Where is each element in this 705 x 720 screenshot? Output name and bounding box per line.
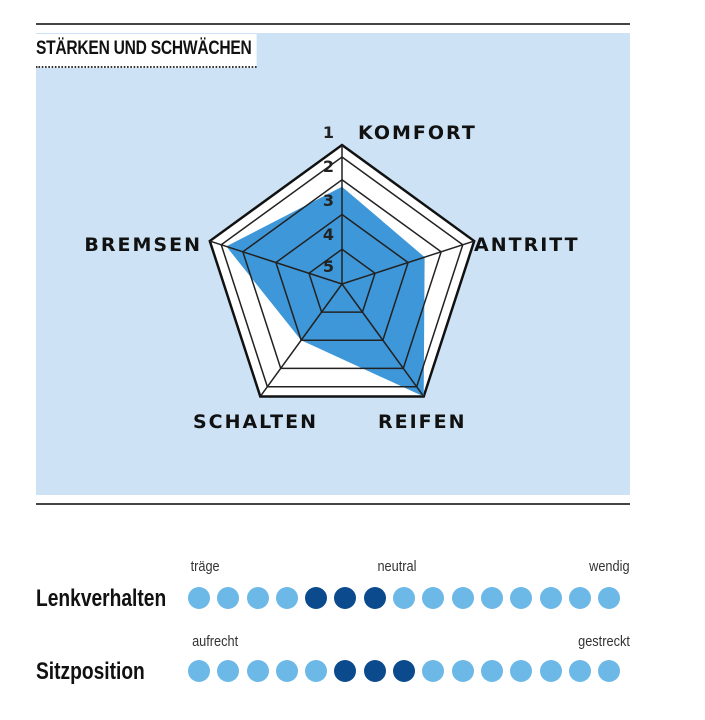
scale-dot-selected [334,587,357,609]
scale-dot-selected [363,660,386,682]
scale-dot [422,660,445,682]
axis-label-schalten: SCHALTEN [193,411,318,433]
scale-dot [539,587,562,609]
radar-spoke [209,240,343,285]
radar-spoke [341,283,425,397]
scale-dot [451,587,474,609]
radar-spoke [341,240,475,285]
chart-title: STÄRKEN UND SCHWÄCHEN [36,34,257,68]
scale-left-label: aufrecht [192,633,239,650]
scale-right-label: wendig [589,558,630,575]
radar-ring-4 [308,248,376,313]
radar-spoke [259,283,343,397]
scale-dot [568,587,591,609]
scale-dot [217,660,240,682]
scale-dot [539,660,562,682]
scale-dot [275,660,298,682]
radar-tick-label: 3 [323,191,334,210]
scale-dot [451,660,474,682]
scale-dot [305,660,328,682]
radar-ring-2 [241,178,443,370]
scale-dot [422,587,445,609]
radar-chart: 1 2 3 4 5 KOMFORT ANTRITT REIFEN SCHALTEN BREMSEN [84,122,580,433]
scale-dot [480,587,503,609]
radar-ring-3 [275,213,409,341]
radar-tick-label: 4 [323,225,334,244]
radar-tick-label: 2 [323,157,334,176]
lenkverhalten-label: Lenkverhalten [36,585,167,612]
sitzposition-dots [188,660,621,682]
scale-dot [598,660,621,682]
scale-dot [188,587,210,609]
scale-dot-selected [305,587,328,609]
radar-tick-label: 5 [323,257,334,276]
scale-dot [510,587,533,609]
top-rule [36,23,630,25]
scale-dot-selected [363,587,386,609]
scale-left-label: träge [190,558,220,575]
scale-dot-selected [334,660,357,682]
bottom-rule [36,503,630,505]
axis-label-reifen: REIFEN [378,411,467,433]
scale-dot [393,587,416,609]
scale-dot [568,660,591,682]
axis-label-komfort: KOMFORT [358,122,477,144]
scale-dot [510,660,533,682]
scale-dot [188,660,210,682]
scale-dot-selected [393,660,416,682]
scale-dot [246,660,269,682]
axis-label-bremsen: BREMSEN [84,234,202,256]
scale-dot [480,660,503,682]
scale-right-label: gestreckt [578,633,630,650]
sitzposition-label: Sitzposition [36,658,145,685]
radar-tick-label: 1 [323,123,334,142]
axis-label-antritt: ANTRITT [474,234,580,256]
lenkverhalten-dots [188,587,621,609]
radar-inner-border [220,156,464,388]
scale-dot [598,587,621,609]
scale-dot [217,587,240,609]
scale-dot [275,587,298,609]
scale-middle-label: neutral [377,558,417,575]
scale-dot [246,587,269,609]
